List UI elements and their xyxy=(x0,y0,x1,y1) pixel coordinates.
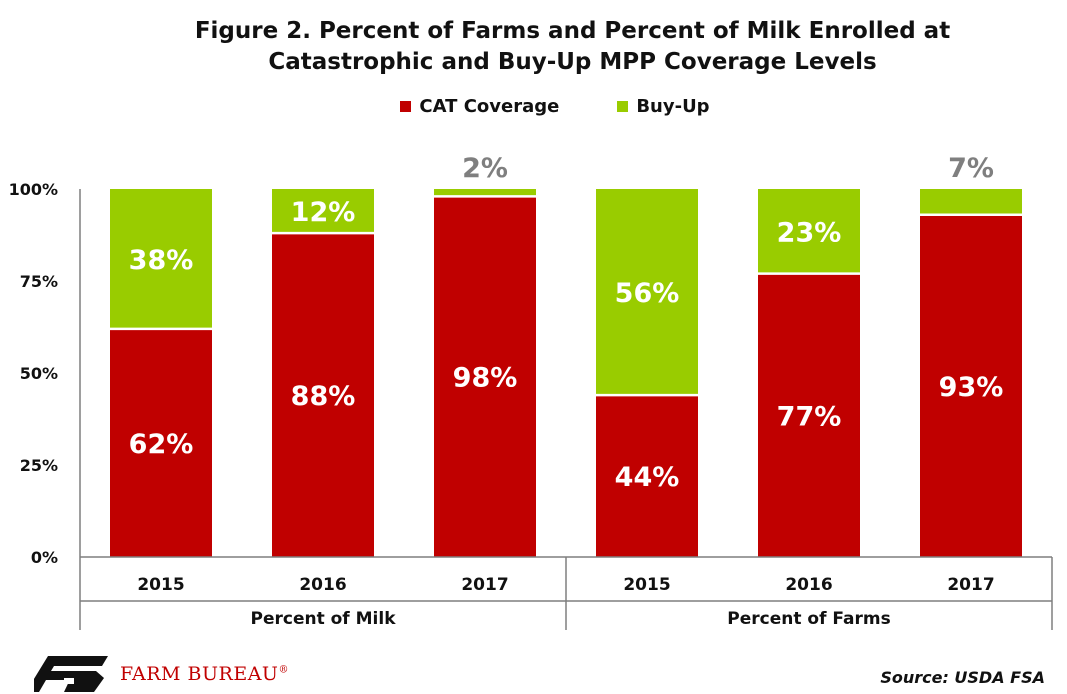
data-label-buy-up: 56% xyxy=(615,278,680,309)
data-label-cat: 93% xyxy=(939,372,1004,403)
y-tick-label: 100% xyxy=(9,180,58,199)
data-label-cat: 62% xyxy=(129,429,194,460)
legend-item-cat-coverage: CAT Coverage xyxy=(400,96,559,117)
data-label-buy-up: 7% xyxy=(948,153,994,184)
x-tick-label: 2017 xyxy=(461,575,508,595)
bar-buy-up xyxy=(434,189,536,197)
x-tick-label: 2015 xyxy=(623,575,670,595)
data-label-buy-up: 2% xyxy=(462,153,508,184)
legend-swatch-buyup xyxy=(617,101,629,112)
data-label-buy-up: 12% xyxy=(291,197,356,228)
source-note: Source: USDA FSA xyxy=(880,668,1045,687)
bar-cat-coverage xyxy=(110,328,212,557)
bar-buy-up xyxy=(596,189,698,396)
farm-bureau-logo: FARM BUREAU® xyxy=(34,656,289,692)
data-label-cat: 88% xyxy=(291,381,356,412)
legend: CAT Coverage Buy-Up xyxy=(0,96,1067,117)
data-label-buy-up: 23% xyxy=(777,217,842,248)
x-tick-label: 2015 xyxy=(137,575,184,595)
bar-cat-coverage xyxy=(272,233,374,557)
group-label: Percent of Milk xyxy=(251,609,397,629)
bar-cat-coverage xyxy=(596,395,698,557)
legend-swatch-cat xyxy=(400,101,412,112)
y-tick-label: 25% xyxy=(20,456,58,475)
bar-buy-up xyxy=(272,189,374,234)
data-label-cat: 77% xyxy=(777,401,842,432)
bar-buy-up xyxy=(110,189,212,329)
group-label: Percent of Farms xyxy=(727,609,890,629)
logo-text: FARM BUREAU® xyxy=(120,663,289,685)
data-label-cat: 98% xyxy=(453,363,518,394)
bar-cat-coverage xyxy=(758,273,860,557)
bar-cat-coverage xyxy=(434,196,536,558)
x-tick-label: 2016 xyxy=(785,575,832,595)
legend-label-buyup: Buy-Up xyxy=(636,96,710,117)
y-tick-label: 0% xyxy=(31,548,58,567)
logo-registered-mark: ® xyxy=(278,664,289,676)
bar-buy-up xyxy=(920,189,1022,215)
farm-bureau-logo-icon xyxy=(34,656,108,692)
chart-title-line-1: Figure 2. Percent of Farms and Percent o… xyxy=(194,18,951,44)
x-tick-label: 2016 xyxy=(299,575,346,595)
data-label-cat: 44% xyxy=(615,462,680,493)
legend-label-cat: CAT Coverage xyxy=(419,96,560,117)
bar-cat-coverage xyxy=(920,214,1022,557)
x-tick-label: 2017 xyxy=(947,575,994,595)
data-label-buy-up: 38% xyxy=(129,245,194,276)
y-tick-label: 75% xyxy=(20,272,58,291)
chart-title-line-2: Catastrophic and Buy-Up MPP Coverage Lev… xyxy=(268,49,877,75)
logo-text-main: FARM BUREAU xyxy=(120,663,279,685)
bar-buy-up xyxy=(758,189,860,274)
y-tick-label: 50% xyxy=(20,364,58,383)
legend-item-buy-up: Buy-Up xyxy=(617,96,710,117)
chart-title: Figure 2. Percent of Farms and Percent o… xyxy=(0,16,1067,78)
